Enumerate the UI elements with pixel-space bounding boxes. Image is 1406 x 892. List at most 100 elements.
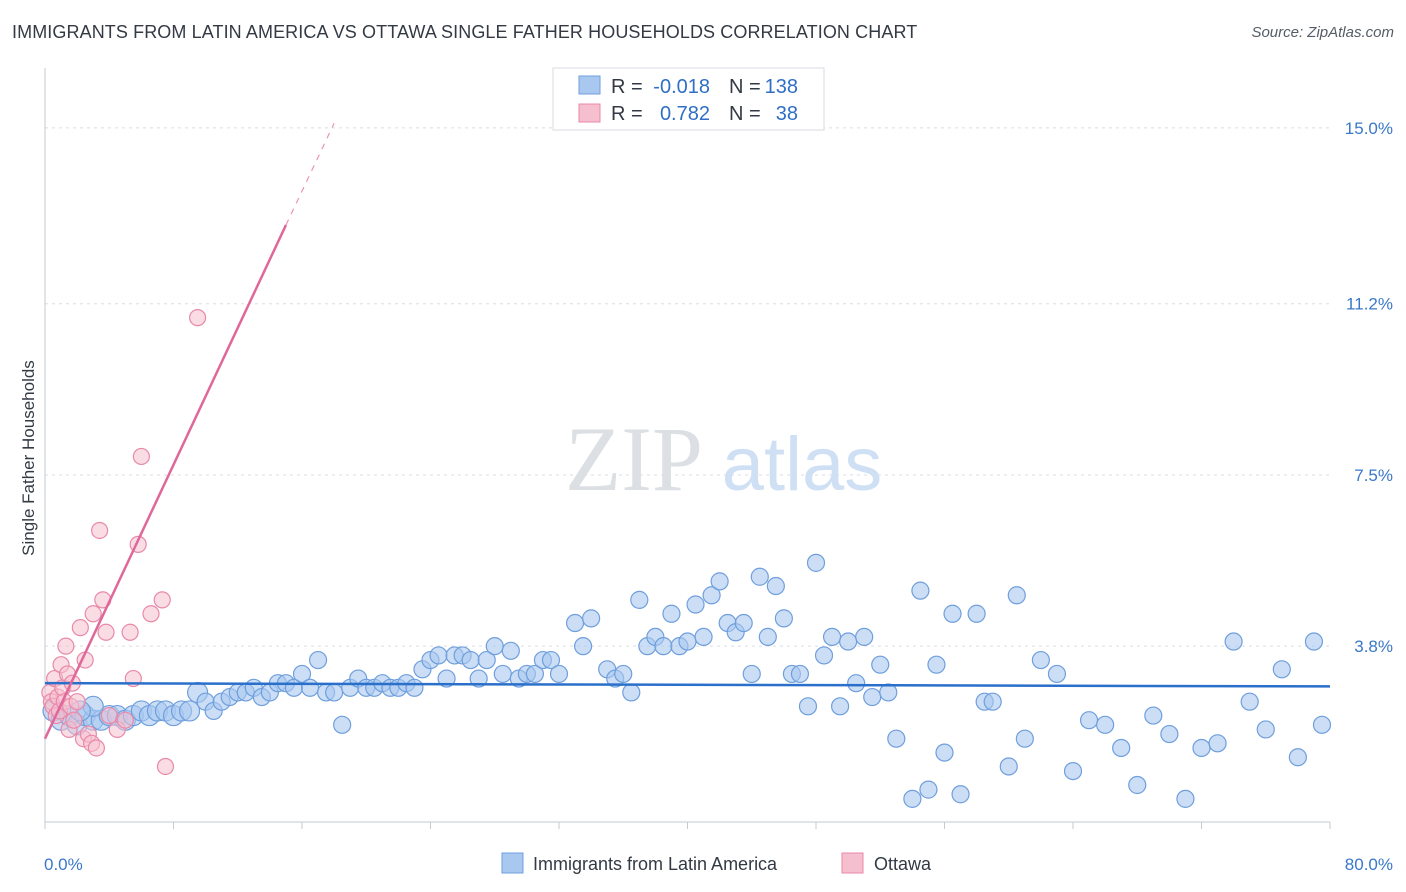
legend-label-immigrants: Immigrants from Latin America [533,854,778,874]
chart-title: IMMIGRANTS FROM LATIN AMERICA VS OTTAWA … [12,22,918,42]
point-immigrants-75 [662,604,681,623]
tick-labels: 3.8% 7.5% 11.2% 15.0% 0.0% 80.0% [44,119,1393,874]
legend-swatch-ottawa [841,852,864,874]
point-immigrants-123 [1128,775,1147,795]
point-immigrants-35 [325,683,344,702]
point-immigrants-56 [493,664,512,684]
point-immigrants-87 [758,627,777,647]
trend-ottawa [43,224,288,740]
point-immigrants-129 [1224,632,1243,651]
point-ottawa-33 [132,447,150,466]
stats-swatch-pink [578,103,601,123]
point-immigrants-81 [710,572,729,591]
point-ottawa-16 [68,693,86,711]
point-immigrants-93 [806,553,826,572]
point-immigrants-78 [686,595,705,614]
watermark-zip: ZIP [565,408,703,510]
point-ottawa-10 [57,637,75,655]
point-immigrants-33 [308,650,328,670]
point-immigrants-85 [742,664,761,684]
point-immigrants-45 [405,678,424,697]
trend-immigrants [44,681,1331,688]
stats-r-label-1: R = [611,76,643,98]
point-immigrants-105 [911,581,930,600]
point-immigrants-60 [525,664,545,684]
stats-n-value-1: 138 [765,76,798,98]
point-ottawa-24 [91,521,109,540]
point-immigrants-115 [1007,586,1026,605]
point-immigrants-52 [461,650,480,670]
point-immigrants-63 [549,664,569,684]
trend-ottawa-extension [285,123,335,226]
point-immigrants-32 [300,678,320,697]
point-ottawa-37 [188,309,207,327]
point-immigrants-110 [951,785,970,804]
point-immigrants-128 [1208,734,1227,753]
point-immigrants-49 [437,669,456,688]
y-tick-label-2: 11.2% [1346,295,1393,314]
point-immigrants-99 [855,627,874,647]
point-immigrants-118 [1047,664,1067,684]
point-immigrants-133 [1288,748,1307,767]
stats-r-label-2: R = [611,103,643,125]
point-immigrants-71 [630,590,649,609]
point-immigrants-109 [943,604,962,623]
point-immigrants-102 [879,683,898,702]
point-immigrants-116 [1015,729,1034,748]
point-ottawa-34 [142,605,160,623]
legend-swatch-immigrants [501,852,524,874]
y-axis-label: Single Father Households [19,360,38,556]
stats-r-value-1: -0.018 [653,76,710,98]
stats-swatch-blue [578,75,601,95]
point-ottawa-35 [153,591,171,609]
point-immigrants-124 [1144,706,1163,725]
point-ottawa-17 [71,619,89,637]
point-immigrants-55 [485,637,504,656]
point-immigrants-111 [967,604,986,623]
point-immigrants-127 [1192,738,1211,758]
point-immigrants-62 [541,650,561,670]
point-immigrants-107 [927,655,946,674]
point-immigrants-97 [839,632,858,651]
source-credit: Source: ZipAtlas.com [1251,24,1394,41]
point-ottawa-22 [84,605,102,623]
point-ottawa-27 [100,706,118,725]
point-immigrants-101 [871,655,890,674]
point-immigrants-132 [1272,660,1291,679]
stats-n-label-2: N = [729,103,761,125]
trend-lines [43,123,1331,740]
point-ottawa-15 [65,711,83,729]
point-ottawa-29 [116,711,134,729]
point-immigrants-57 [501,641,520,660]
point-immigrants-95 [822,627,842,647]
point-immigrants-80 [702,586,721,605]
point-immigrants-94 [814,646,834,665]
point-immigrants-64 [565,613,585,633]
point-immigrants-86 [750,567,769,586]
point-immigrants-130 [1240,692,1259,711]
point-immigrants-131 [1256,720,1275,739]
point-immigrants-88 [766,576,785,596]
point-immigrants-84 [734,613,753,633]
point-immigrants-125 [1160,724,1179,744]
point-immigrants-69 [614,664,633,684]
point-immigrants-92 [798,697,818,716]
series-ottawa-points [41,309,207,776]
point-immigrants-103 [887,729,906,748]
point-immigrants-53 [469,669,488,688]
point-immigrants-17 [178,700,201,722]
stats-n-value-2: 38 [776,103,798,125]
point-immigrants-89 [774,609,793,628]
x-tick-label-max: 80.0% [1345,855,1393,874]
point-immigrants-108 [935,743,954,762]
stats-n-label-1: N = [729,76,761,98]
point-ottawa-26 [97,623,115,641]
point-immigrants-134 [1304,632,1324,651]
point-ottawa-23 [87,739,106,757]
point-immigrants-31 [292,664,312,684]
point-immigrants-117 [1031,650,1050,670]
point-immigrants-119 [1063,761,1083,781]
watermark-atlas: atlas [722,422,883,507]
point-immigrants-79 [694,627,713,647]
